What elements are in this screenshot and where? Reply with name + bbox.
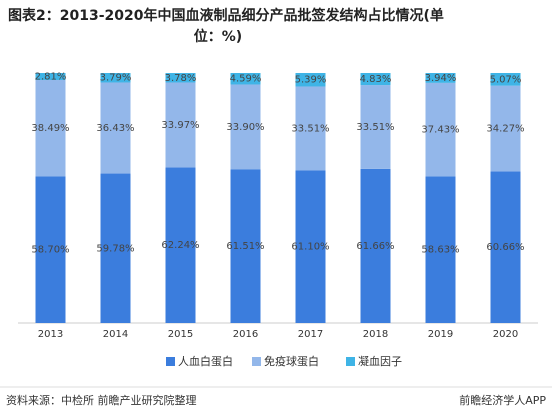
x-tick-label: 2017 xyxy=(298,329,323,340)
value-label: 3.94% xyxy=(425,73,457,84)
bar-segment xyxy=(165,73,196,83)
legend-swatch xyxy=(346,357,355,366)
x-tick-label: 2020 xyxy=(493,329,518,340)
value-label: 2.81% xyxy=(35,72,67,83)
legend-label: 人血白蛋白 xyxy=(178,354,233,368)
brand: 前瞻经济学人APP xyxy=(459,393,546,407)
value-label: 61.51% xyxy=(226,241,264,252)
bar-segment xyxy=(425,73,456,83)
bar-segment xyxy=(490,73,521,86)
value-label: 61.10% xyxy=(291,242,329,253)
source: 资料来源：中检所 前瞻产业研究院整理 xyxy=(6,393,197,407)
value-label: 61.66% xyxy=(356,241,394,252)
value-label: 37.43% xyxy=(421,125,459,136)
x-tick-label: 2015 xyxy=(168,329,193,340)
chart-title: 图表2：2013-2020年中国血液制品细分产品批签发结构占比情况(单 xyxy=(8,7,444,24)
value-label: 33.51% xyxy=(356,122,394,133)
bar-segment xyxy=(100,73,131,83)
value-label: 3.78% xyxy=(165,73,197,84)
value-label: 4.83% xyxy=(360,74,392,85)
value-label: 58.63% xyxy=(421,245,459,256)
bar-segment xyxy=(165,167,196,323)
bar-segment xyxy=(230,169,261,323)
bar-segment xyxy=(295,86,326,171)
bar-segment xyxy=(425,82,456,177)
legend-label: 免疫球蛋白 xyxy=(264,354,319,368)
bar-segment xyxy=(360,85,391,169)
value-label: 33.97% xyxy=(161,120,199,131)
value-label: 4.59% xyxy=(230,74,262,85)
bar-segment xyxy=(360,168,391,323)
bar-segment xyxy=(490,171,521,323)
bar-segment xyxy=(295,73,326,87)
value-label: 33.90% xyxy=(226,122,264,133)
bar-segment xyxy=(35,176,66,323)
bar-segment xyxy=(295,170,326,323)
value-label: 58.70% xyxy=(31,245,69,256)
legend-swatch xyxy=(252,357,261,366)
value-label: 60.66% xyxy=(486,242,524,253)
value-label: 36.43% xyxy=(96,123,134,134)
x-tick-label: 2016 xyxy=(233,329,258,340)
x-tick-label: 2014 xyxy=(103,329,128,340)
bar-segment xyxy=(35,73,66,81)
chart-title: 位：%) xyxy=(194,28,242,45)
value-label: 62.24% xyxy=(161,240,199,251)
value-label: 33.51% xyxy=(291,123,329,134)
bar-segment xyxy=(360,73,391,86)
bar-segment xyxy=(230,84,261,170)
bar-segment xyxy=(100,173,131,323)
bar-segment xyxy=(100,82,131,174)
x-tick-label: 2018 xyxy=(363,329,388,340)
legend-swatch xyxy=(166,357,175,366)
bar-segment xyxy=(490,85,521,172)
value-label: 5.07% xyxy=(490,74,522,85)
x-tick-label: 2019 xyxy=(428,329,453,340)
value-label: 38.49% xyxy=(31,123,69,134)
value-label: 3.79% xyxy=(100,73,132,84)
bar-segment xyxy=(230,73,261,85)
x-tick-label: 2013 xyxy=(38,329,63,340)
bar-segment xyxy=(165,82,196,168)
value-label: 59.78% xyxy=(96,243,134,254)
legend-label: 凝血因子 xyxy=(358,354,402,368)
bar-segment xyxy=(425,176,456,323)
bar-segment xyxy=(35,80,66,177)
value-label: 5.39% xyxy=(295,75,327,86)
value-label: 34.27% xyxy=(486,124,524,135)
